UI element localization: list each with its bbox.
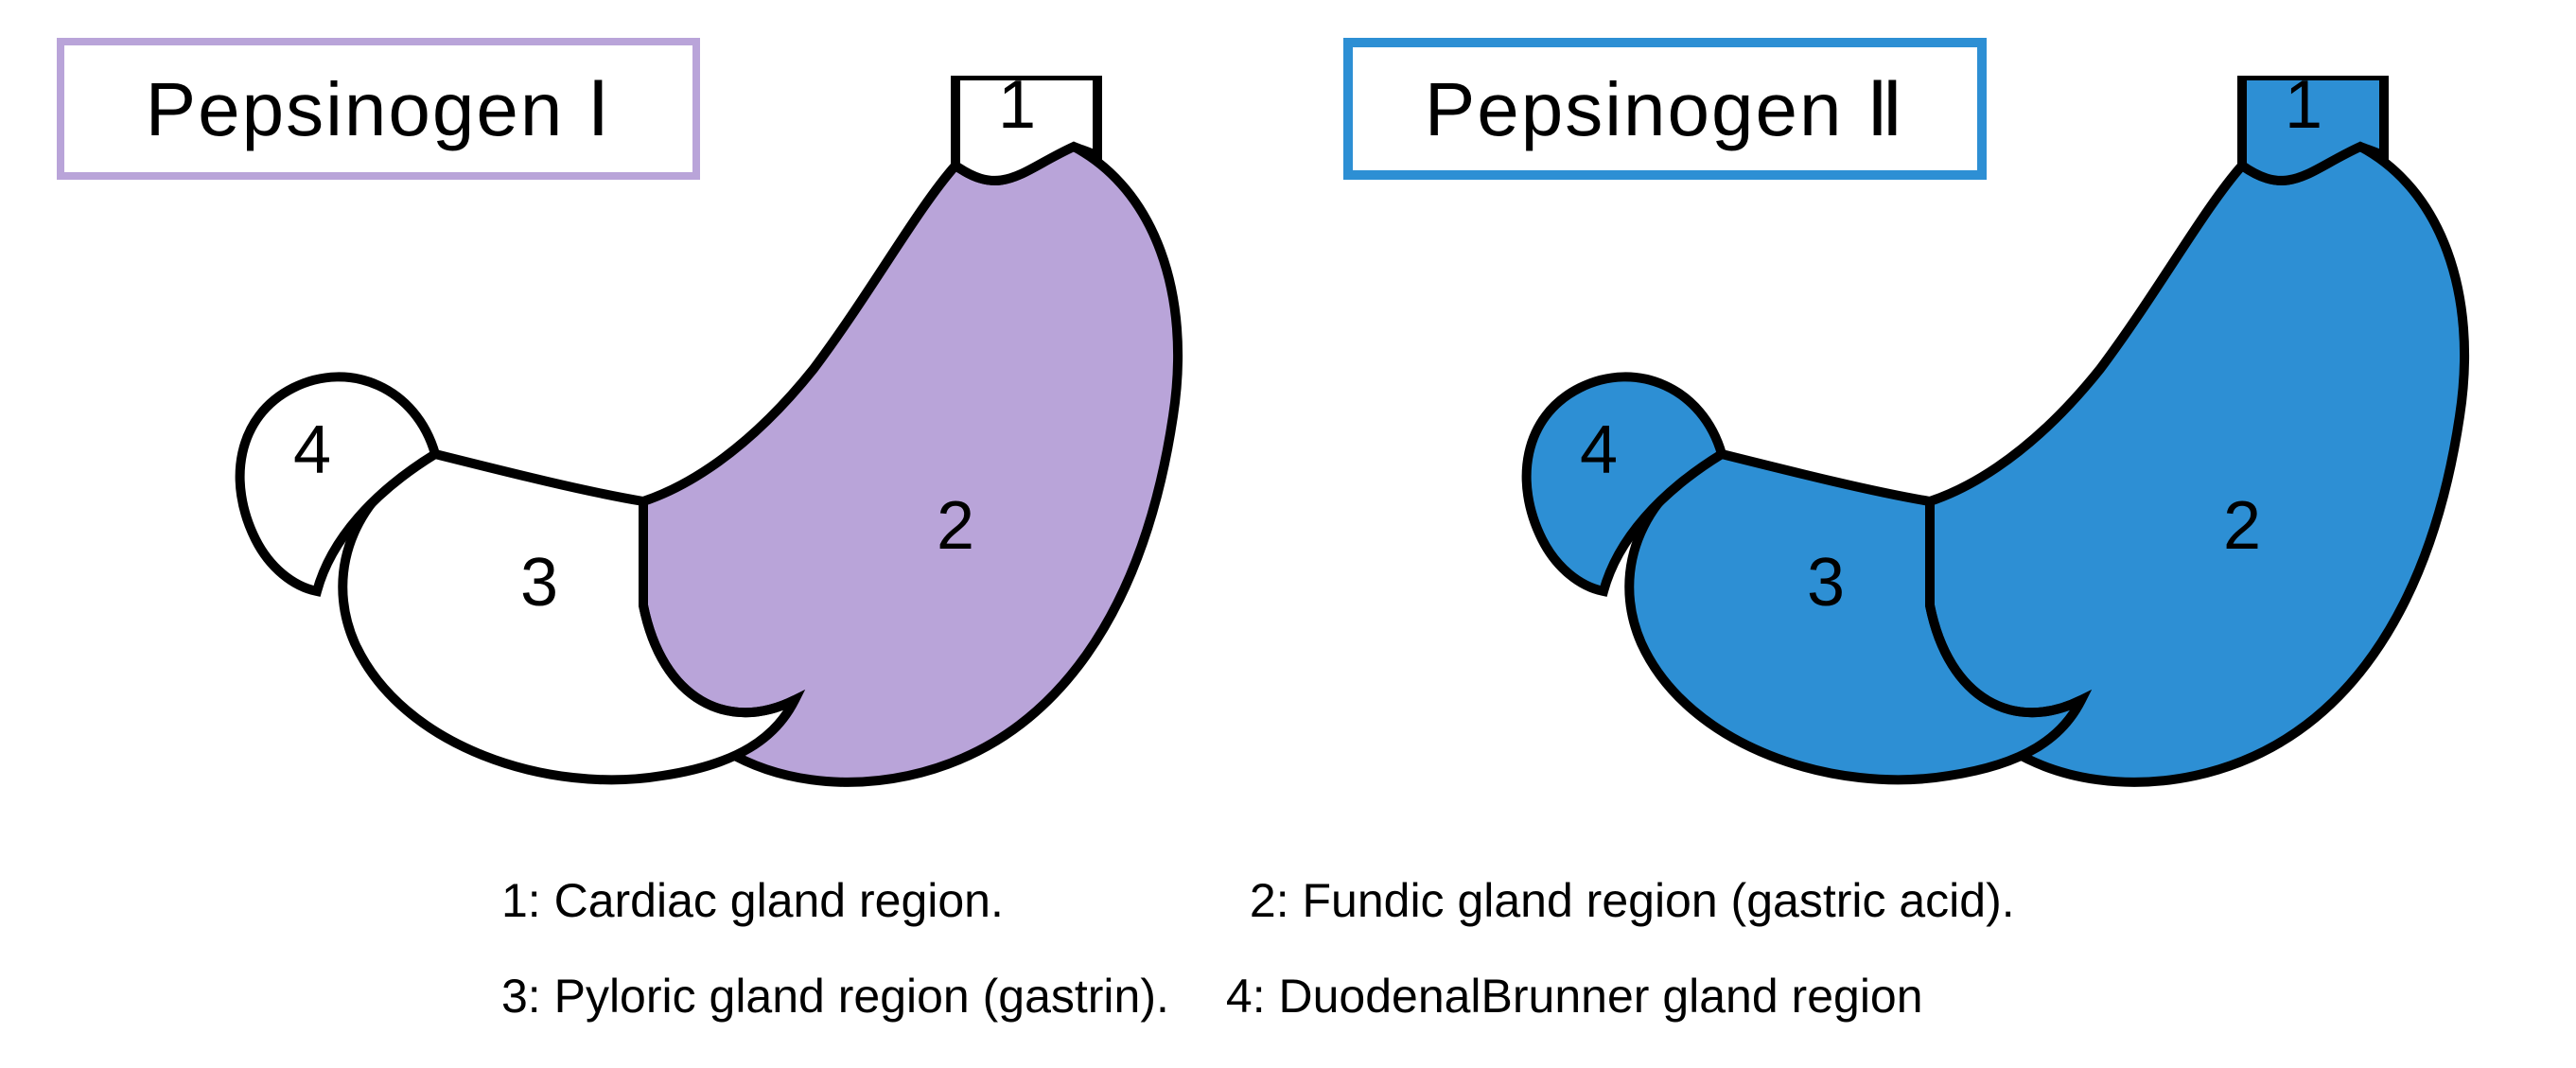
legend: 1: Cardiac gland region. 2: Fundic gland… [501, 870, 2110, 1061]
label-1-left: 1 [998, 76, 1036, 143]
region-2-left [643, 147, 1178, 782]
legend-item-1: 1: Cardiac gland region. [501, 870, 1004, 932]
label-2-right: 2 [2223, 488, 2261, 564]
stomach-diagram-left: 1 2 3 4 [189, 76, 1230, 832]
legend-row-1: 1: Cardiac gland region. 2: Fundic gland… [501, 870, 2110, 932]
stomach-diagram-right: 1 2 3 4 [1476, 76, 2516, 832]
legend-item-2: 2: Fundic gland region (gastric acid). [1250, 870, 2015, 932]
label-4-left: 4 [293, 412, 331, 488]
label-3-right: 3 [1807, 545, 1845, 621]
legend-row-2: 3: Pyloric gland region (gastrin). 4: Du… [501, 966, 2110, 1027]
label-4-right: 4 [1580, 412, 1618, 488]
label-2-left: 2 [937, 488, 974, 564]
label-3-left: 3 [520, 545, 558, 621]
label-1-right: 1 [2285, 76, 2322, 143]
panel-pepsinogen-1: Pepsinogen Ⅰ 1 2 3 4 [0, 0, 1287, 851]
legend-item-4: 4: DuodenalBrunner gland region [1226, 966, 1923, 1027]
region-2-right [1930, 147, 2464, 782]
panel-pepsinogen-2: Pepsinogen Ⅱ 1 2 3 4 [1287, 0, 2573, 851]
legend-item-3: 3: Pyloric gland region (gastrin). [501, 966, 1169, 1027]
